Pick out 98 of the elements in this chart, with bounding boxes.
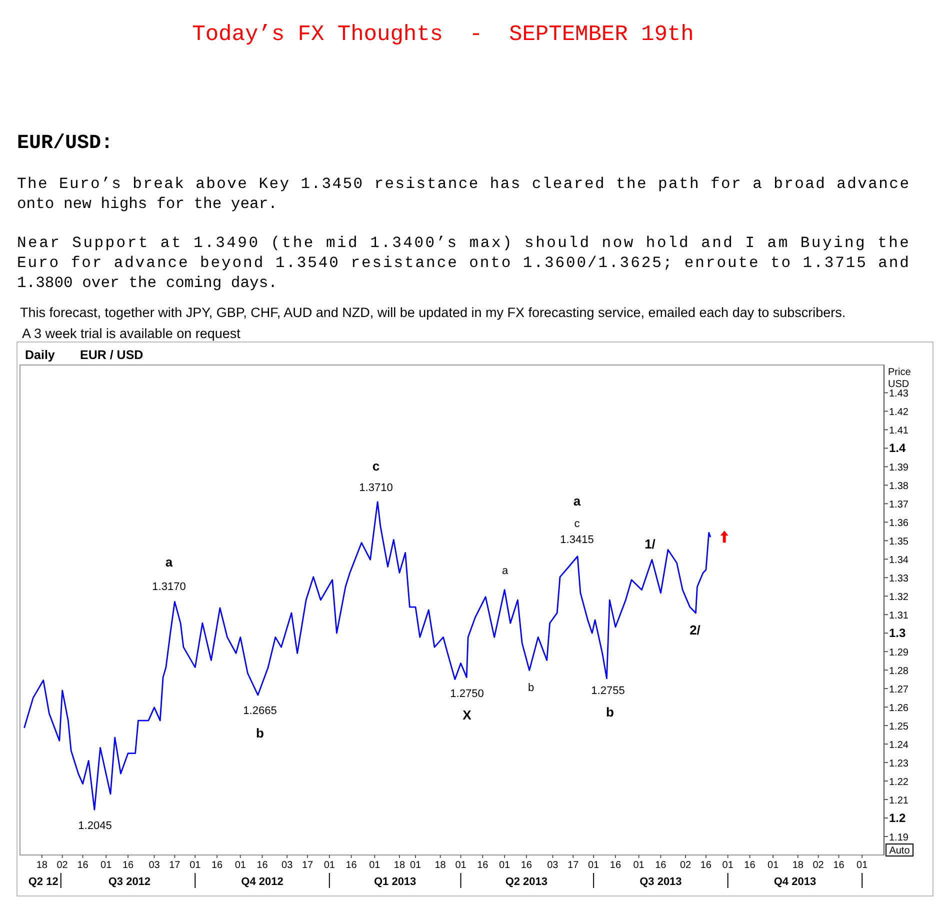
- y-tick-label: 1.37: [889, 500, 909, 511]
- x2-tick-label: Q2 2013: [505, 876, 548, 888]
- y-tick-label: 1.39: [889, 462, 909, 474]
- annotation: b: [606, 704, 614, 720]
- annotation: 1.2665: [243, 704, 277, 717]
- x-tick-label: 03: [282, 860, 294, 871]
- annotation: 2/: [690, 622, 701, 638]
- annotation: c: [372, 458, 380, 474]
- x-tick-label: 17: [568, 860, 580, 871]
- x-tick-label: 18: [434, 860, 446, 871]
- y-tick-label: 1.19: [889, 832, 909, 844]
- y-axis-title: Price USD: [888, 367, 912, 390]
- annotation: c: [574, 518, 580, 530]
- annotation: 1.2750: [450, 688, 484, 700]
- x-tick-label: 18: [394, 860, 406, 871]
- text: EUR / USD: [80, 348, 144, 362]
- x-tick-label: 02: [812, 860, 824, 871]
- y-tick-label: 1.25: [889, 722, 909, 733]
- y-tick-label: 1.22: [889, 777, 909, 788]
- x-tick-label: 16: [256, 860, 268, 871]
- y-tick-label: 1.27: [889, 684, 909, 696]
- y-tick-label: 1.43: [889, 388, 909, 400]
- x-tick-label: 01: [234, 860, 246, 871]
- y-tick-label: 1.33: [889, 574, 909, 585]
- x-tick-label: 01: [768, 860, 780, 871]
- x-tick-label: 01: [498, 860, 511, 871]
- annotation: a: [502, 564, 509, 577]
- x2-tick-label: Q4 2013: [774, 876, 816, 888]
- y-tick-label: 1.31: [889, 610, 909, 622]
- x-tick-label: 01: [856, 860, 868, 871]
- y-tick-label: 1.28: [889, 666, 909, 678]
- x-tick-label: 02: [680, 860, 692, 871]
- x-tick-label: 17: [169, 860, 181, 871]
- x2-tick-label: Q2 12: [28, 876, 58, 888]
- annotation: a: [165, 554, 174, 570]
- x-tick-label: 01: [722, 860, 734, 871]
- y-tick-label: 1.41: [889, 426, 909, 437]
- y-tick-label: 1.42: [889, 407, 909, 418]
- x-tick-label: 16: [122, 860, 134, 871]
- chart-title: Today’s FX Thoughts - SEPTEMBER 19th: [192, 22, 694, 47]
- y-tick-label: 1.32: [889, 592, 909, 604]
- annotation: a: [573, 493, 582, 508]
- y-tick-label: 1.35: [889, 536, 909, 548]
- text: The Euro’s break above Key 1.3450 resistance has cleared the path for a broad advance onto new highs for the year.: [17, 175, 909, 213]
- x2-tick-label: Q3 2013: [640, 876, 682, 888]
- annotation: 1.3710: [359, 482, 393, 494]
- x-tick-label: 01: [588, 860, 600, 871]
- x-tick-label: 01: [100, 860, 112, 871]
- x-tick-label: 16: [833, 860, 845, 871]
- annotation: 1.3415: [560, 534, 594, 546]
- annotation: b: [528, 682, 534, 694]
- annotation: 1/: [644, 536, 656, 552]
- y-tick-label: 1.24: [889, 740, 909, 752]
- x2-tick-label: Q4 2012: [241, 876, 284, 888]
- x-tick-label: 16: [346, 860, 358, 871]
- x-tick-label: 16: [655, 860, 667, 871]
- y-tick-label: 1.2: [889, 811, 906, 826]
- y-tick-label: 1.3: [889, 626, 906, 640]
- y-tick-label: 1.29: [889, 648, 909, 659]
- x-tick-label: 16: [700, 860, 712, 871]
- x-tick-label: 01: [324, 860, 336, 871]
- x-tick-label: 16: [610, 860, 622, 871]
- text: This forecast, together with JPY, GBP, CHF, AUD and NZD, will be updated in my FX forecasting service, emailed each day to subscribers.: [20, 305, 846, 320]
- y-tick-label: 1.34: [889, 555, 909, 566]
- y-tick-label: 1.23: [889, 758, 909, 770]
- x-tick-label: 02: [56, 860, 68, 871]
- y-tick-label: 1.38: [889, 481, 909, 492]
- annotation: b: [256, 725, 264, 740]
- x-tick-label: 17: [302, 860, 314, 871]
- x-tick-label: 18: [36, 860, 48, 871]
- y-tick-label: 1.4: [889, 441, 906, 456]
- y-tick-label: 1.21: [889, 796, 909, 807]
- text: Daily: [25, 348, 55, 362]
- text: Auto: [889, 846, 910, 856]
- x2-tick-label: Q1 2013: [374, 876, 416, 888]
- y-tick-label: 1.36: [889, 518, 909, 530]
- annotation: 1.3170: [152, 580, 186, 593]
- text: Near Support at 1.3490 (the mid 1.3400’s max) should now hold and I am Buying the Euro for advance beyond 1.3540 resistance onto 1.3600/1.3625; enroute to 1.3715 and 1.3800 over the coming days.: [17, 234, 909, 292]
- x-tick-label: 01: [369, 860, 381, 871]
- annotation: 1.2045: [78, 820, 112, 832]
- x-tick-label: 16: [211, 860, 224, 871]
- text: A 3 week trial is available on request: [22, 326, 241, 341]
- x-tick-label: 18: [792, 860, 804, 871]
- x-tick-label: 01: [633, 860, 645, 871]
- x-tick-label: 03: [148, 860, 160, 871]
- x-tick-label: 01: [190, 860, 202, 871]
- annotation: X: [462, 707, 472, 722]
- chart-subtitle: EUR/USD:: [17, 132, 114, 155]
- y-tick-label: 1.26: [889, 703, 909, 714]
- x-tick-label: 16: [477, 860, 489, 871]
- x-tick-label: 16: [744, 860, 756, 871]
- x-tick-label: 16: [77, 860, 89, 871]
- x2-tick-label: Q3 2012: [108, 876, 151, 888]
- x-tick-label: 01: [455, 860, 467, 871]
- x-tick-label: 16: [520, 860, 532, 871]
- x-tick-label: 03: [547, 860, 559, 871]
- x-tick-label: 01: [410, 860, 422, 871]
- annotation: 1.2755: [591, 684, 625, 697]
